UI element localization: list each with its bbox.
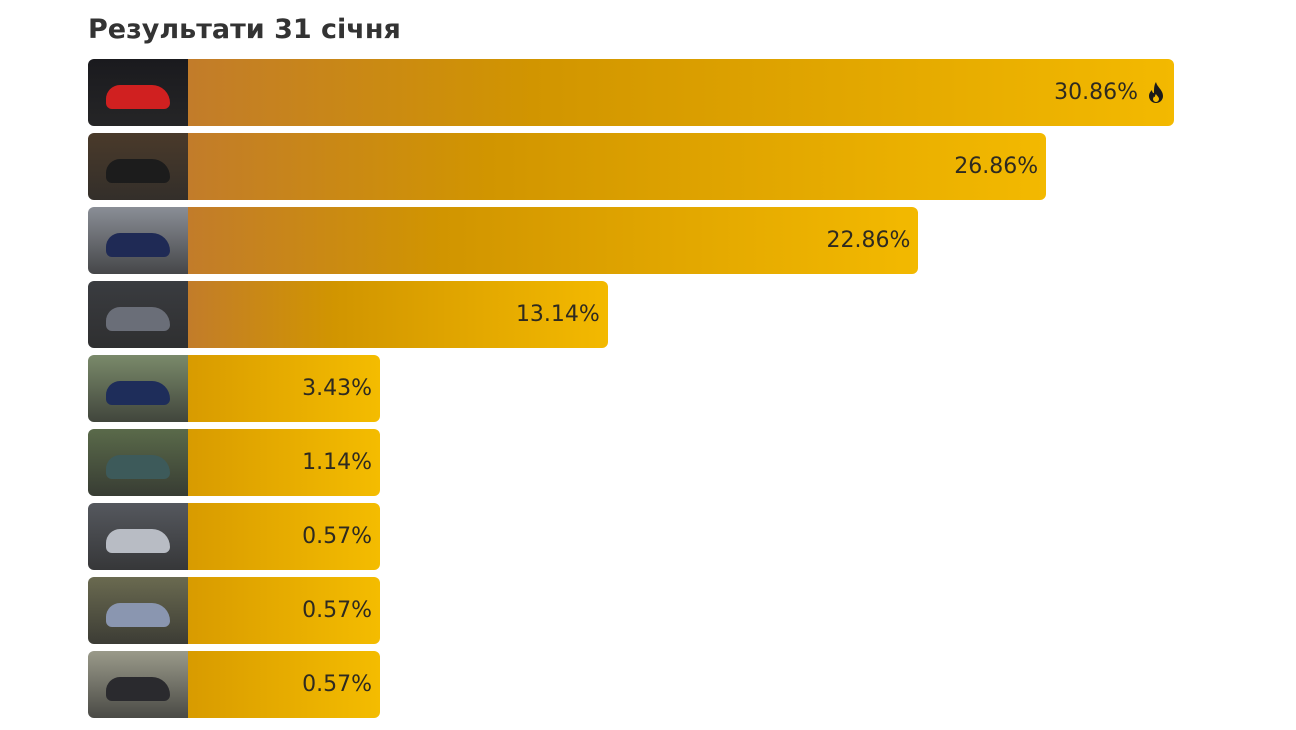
result-bar: 13.14% <box>188 281 608 348</box>
fire-icon <box>1149 81 1163 103</box>
result-bar: 30.86% <box>188 59 1174 126</box>
result-bar: 0.57% <box>188 577 380 644</box>
car-thumbnail <box>88 281 188 348</box>
car-thumbnail <box>88 503 188 570</box>
result-bar: 26.86% <box>188 133 1047 200</box>
result-row: 30.86% <box>88 59 1174 126</box>
car-image <box>106 307 170 331</box>
result-row: 1.14% <box>88 429 1174 496</box>
car-image <box>106 381 170 405</box>
result-percent: 13.14% <box>515 302 600 327</box>
result-percent: 1.14% <box>302 450 372 475</box>
result-percent: 26.86% <box>954 154 1039 179</box>
car-image <box>106 455 170 479</box>
result-percent: 0.57% <box>302 524 372 549</box>
result-row: 22.86% <box>88 207 1174 274</box>
result-percent: 22.86% <box>826 228 911 253</box>
result-bar: 1.14% <box>188 429 380 496</box>
car-image <box>106 233 170 257</box>
car-image <box>106 529 170 553</box>
car-image <box>106 85 170 109</box>
result-bar: 0.57% <box>188 503 380 570</box>
result-percent: 0.57% <box>302 672 372 697</box>
car-thumbnail <box>88 355 188 422</box>
car-thumbnail <box>88 577 188 644</box>
results-list: 30.86% 26.86% 22.86% 13.14% 3.43% 1.14% 0.57% 0… <box>88 59 1174 725</box>
car-thumbnail <box>88 59 188 126</box>
result-bar: 0.57% <box>188 651 380 718</box>
result-percent: 0.57% <box>302 598 372 623</box>
page-title: Результати 31 січня <box>88 14 401 45</box>
result-row: 0.57% <box>88 651 1174 718</box>
car-thumbnail <box>88 207 188 274</box>
result-row: 0.57% <box>88 503 1174 570</box>
result-bar: 22.86% <box>188 207 919 274</box>
car-image <box>106 159 170 183</box>
result-percent: 30.86% <box>1054 80 1138 105</box>
result-row: 26.86% <box>88 133 1174 200</box>
car-thumbnail <box>88 429 188 496</box>
car-image <box>106 603 170 627</box>
result-row: 0.57% <box>88 577 1174 644</box>
result-row: 13.14% <box>88 281 1174 348</box>
result-row: 3.43% <box>88 355 1174 422</box>
car-image <box>106 677 170 701</box>
car-thumbnail <box>88 133 188 200</box>
result-percent: 3.43% <box>302 376 372 401</box>
car-thumbnail <box>88 651 188 718</box>
result-bar: 3.43% <box>188 355 380 422</box>
